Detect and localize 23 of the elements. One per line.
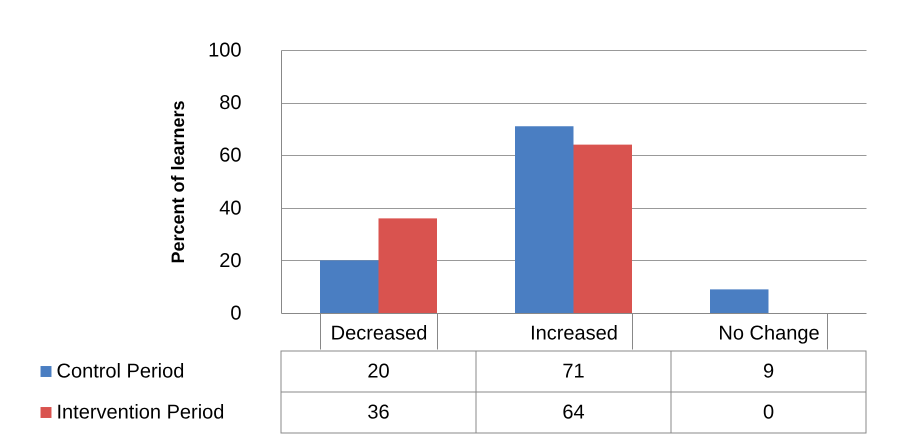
data-label: 0 [762, 402, 774, 424]
y-tick-label: 80 [219, 92, 242, 114]
data-label: 71 [562, 360, 585, 382]
bar [378, 218, 437, 313]
legend-label: Intervention Period [56, 402, 224, 424]
y-axis-title: Percent of learners [168, 100, 188, 264]
data-label: 9 [762, 360, 774, 382]
data-label: 64 [562, 402, 585, 424]
x-tick-label: Increased [530, 322, 618, 344]
legend-label: Control Period [56, 360, 184, 382]
bar [574, 144, 632, 313]
bar [515, 126, 574, 313]
y-tick-label: 100 [208, 40, 242, 62]
data-label: 36 [367, 402, 390, 424]
bar [320, 260, 378, 313]
x-tick-label: Decreased [330, 322, 428, 344]
y-tick-label: 0 [230, 302, 242, 324]
x-tick-label: No Change [718, 322, 820, 344]
data-label: 20 [367, 360, 390, 382]
bar [710, 289, 768, 313]
y-tick-label: 40 [219, 197, 242, 220]
y-tick-label: 60 [219, 144, 242, 167]
y-tick-label: 20 [219, 250, 242, 272]
